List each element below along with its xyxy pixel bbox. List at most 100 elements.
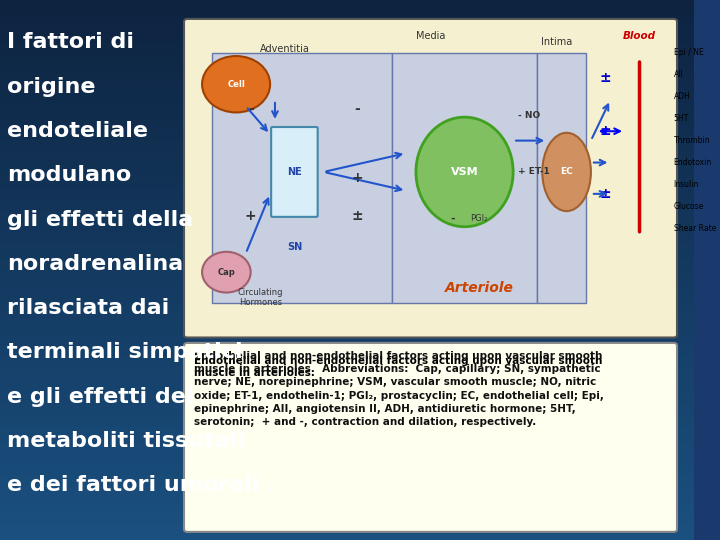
Bar	[0, 200, 694, 205]
Bar	[0, 173, 694, 178]
Bar	[0, 497, 694, 502]
Bar	[0, 302, 694, 308]
Bar	[0, 270, 694, 275]
Text: +: +	[352, 171, 364, 185]
Text: e gli effetti dei: e gli effetti dei	[7, 387, 194, 407]
Bar	[0, 157, 694, 162]
Polygon shape	[537, 53, 586, 303]
Bar	[0, 0, 694, 5]
Bar	[0, 167, 694, 173]
Text: rilasciata dai: rilasciata dai	[7, 298, 169, 318]
Text: endoteliale: endoteliale	[7, 121, 148, 141]
Ellipse shape	[416, 117, 513, 227]
Bar	[0, 243, 694, 248]
Bar	[0, 135, 694, 140]
Bar	[0, 481, 694, 486]
Ellipse shape	[202, 252, 251, 293]
Bar	[0, 43, 694, 49]
Bar	[0, 297, 694, 302]
Bar	[0, 124, 694, 130]
Bar	[0, 292, 694, 297]
Text: EC: EC	[560, 167, 573, 177]
Bar	[0, 38, 694, 43]
Bar	[0, 178, 694, 184]
Text: gli effetti della: gli effetti della	[7, 210, 193, 230]
Text: -: -	[355, 102, 361, 116]
Bar	[0, 286, 694, 292]
Bar	[0, 54, 694, 59]
Polygon shape	[212, 53, 392, 303]
Bar	[0, 103, 694, 108]
Text: Epi / NE: Epi / NE	[673, 49, 703, 57]
Bar	[0, 308, 694, 313]
Text: Media: Media	[416, 31, 445, 41]
Text: Intima: Intima	[541, 37, 572, 48]
Bar	[0, 189, 694, 194]
Bar	[0, 265, 694, 270]
Bar	[0, 378, 694, 383]
Text: + ET-1: + ET-1	[518, 167, 550, 177]
Text: SN: SN	[287, 242, 302, 252]
Bar	[0, 151, 694, 157]
Text: Endotoxin: Endotoxin	[673, 158, 712, 167]
Bar	[0, 329, 694, 335]
Text: metaboliti tissutali: metaboliti tissutali	[7, 431, 245, 451]
Text: Endothelial and non-endothelial factors acting upon vascular smooth
muscle in ar: Endothelial and non-endothelial factors …	[194, 351, 604, 427]
Bar	[0, 281, 694, 286]
Text: Glucose: Glucose	[673, 202, 704, 211]
Bar	[0, 232, 694, 238]
Text: terminali simpatici: terminali simpatici	[7, 342, 243, 362]
Text: Endothelial and non-endothelial factors acting upon vascular smooth
muscle in ar: Endothelial and non-endothelial factors …	[194, 356, 603, 378]
Text: e dei fattori umorali .: e dei fattori umorali .	[7, 475, 276, 495]
Bar	[0, 49, 694, 54]
Text: Cap: Cap	[217, 268, 235, 276]
Bar	[0, 427, 694, 432]
Bar	[0, 216, 694, 221]
Bar	[0, 70, 694, 76]
Bar	[0, 400, 694, 405]
Text: NE: NE	[287, 167, 302, 177]
Bar	[0, 383, 694, 389]
Bar	[0, 437, 694, 443]
Bar	[0, 367, 694, 373]
Text: Blood: Blood	[623, 31, 656, 41]
Bar	[0, 65, 694, 70]
Bar	[0, 518, 694, 524]
Bar	[0, 238, 694, 243]
Bar	[0, 130, 694, 135]
Bar	[0, 211, 694, 216]
Text: ADH: ADH	[673, 92, 690, 102]
Bar	[0, 113, 694, 119]
Bar	[0, 443, 694, 448]
Bar	[0, 162, 694, 167]
Bar	[0, 319, 694, 324]
Bar	[0, 356, 694, 362]
Bar	[0, 448, 694, 454]
Text: modulano: modulano	[7, 165, 131, 185]
Bar	[0, 524, 694, 529]
Bar	[0, 405, 694, 410]
Polygon shape	[392, 53, 537, 303]
Text: 5HT: 5HT	[673, 114, 689, 123]
Bar	[0, 313, 694, 319]
Bar	[0, 76, 694, 81]
Bar	[0, 335, 694, 340]
Bar	[0, 410, 694, 416]
FancyBboxPatch shape	[184, 19, 677, 337]
Bar	[0, 97, 694, 103]
Bar	[0, 16, 694, 22]
Bar	[0, 508, 694, 513]
Bar	[0, 432, 694, 437]
Bar	[0, 5, 694, 11]
Text: -: -	[450, 214, 455, 224]
Ellipse shape	[202, 56, 270, 112]
Bar	[0, 362, 694, 367]
Bar	[0, 194, 694, 200]
Text: - NO: - NO	[518, 111, 540, 120]
Bar	[0, 373, 694, 378]
Bar	[0, 11, 694, 16]
Text: +: +	[245, 209, 256, 223]
Bar	[0, 32, 694, 38]
Bar	[0, 351, 694, 356]
Text: ±: ±	[600, 71, 611, 85]
